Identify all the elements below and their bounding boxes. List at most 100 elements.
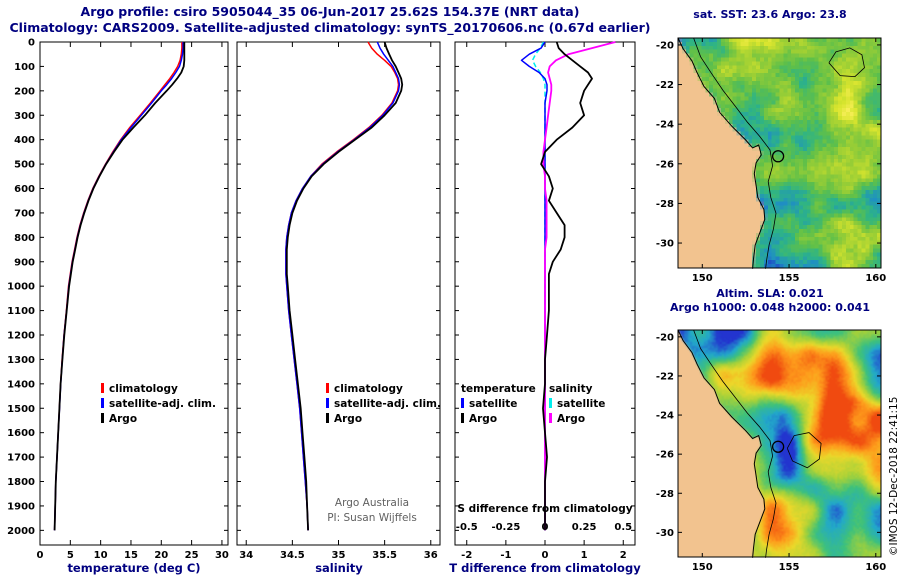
- svg-text:900: 900: [14, 257, 35, 268]
- svg-text:-28: -28: [656, 489, 674, 500]
- svg-text:0: 0: [28, 38, 35, 49]
- legend-temperature-panel: climatology satellite-adj. clim. Argo: [101, 382, 216, 427]
- attribution-pi: PI: Susan Wijffels: [327, 512, 417, 524]
- legend-label: satellite-adj. clim.: [109, 398, 216, 410]
- legend-item-climatology: climatology: [326, 382, 441, 397]
- svg-text:-22: -22: [656, 371, 674, 382]
- svg-text:34.5: 34.5: [280, 550, 305, 561]
- satellite-adj-clim-line-swatch: [326, 398, 329, 408]
- svg-text:200: 200: [14, 86, 35, 97]
- legend-item-argo-s: Argo: [549, 412, 605, 427]
- legend-label: satellite-adj. clim.: [334, 398, 441, 410]
- svg-text:0: 0: [37, 550, 44, 561]
- map-overlays-svg: 150 155 160 -20 -22 -24 -26 -28 -30 150 155 160 -20 -…: [656, 37, 886, 573]
- svg-text:150: 150: [692, 273, 713, 284]
- sst-map-title: sat. SST: 23.6 Argo: 23.8: [693, 8, 847, 21]
- legend-header-temperature: temperature: [461, 383, 536, 395]
- svg-text:700: 700: [14, 208, 35, 219]
- argo-s-line-swatch: [549, 413, 552, 423]
- svg-text:1400: 1400: [7, 379, 35, 390]
- svg-text:160: 160: [865, 562, 886, 573]
- svg-text:10: 10: [94, 550, 108, 561]
- svg-text:-28: -28: [656, 199, 674, 210]
- s-difference-axis-label: S difference from climatology: [457, 503, 633, 515]
- svg-text:-20: -20: [656, 332, 674, 343]
- svg-text:1500: 1500: [7, 404, 35, 415]
- svg-text:500: 500: [14, 160, 35, 171]
- legend-item-argo: Argo: [101, 412, 216, 427]
- climatology-line-swatch: [101, 383, 104, 393]
- svg-text:5: 5: [67, 550, 74, 561]
- svg-text:155: 155: [779, 562, 800, 573]
- argo-t-line-swatch: [461, 413, 464, 423]
- temperature-axis-label: temperature (deg C): [67, 561, 201, 575]
- svg-text:35.5: 35.5: [372, 550, 397, 561]
- legend-difference-salinity: salinity satellite Argo: [549, 382, 605, 427]
- svg-text:1300: 1300: [7, 355, 35, 366]
- legend-label: Argo: [334, 413, 363, 425]
- svg-text:1900: 1900: [7, 501, 35, 512]
- legend-label: Argo: [557, 413, 586, 425]
- svg-text:400: 400: [14, 135, 35, 146]
- svg-text:-26: -26: [656, 450, 674, 461]
- svg-text:1700: 1700: [7, 453, 35, 464]
- svg-text:300: 300: [14, 111, 35, 122]
- svg-text:-1: -1: [500, 550, 511, 561]
- legend-item-argo: Argo: [326, 412, 441, 427]
- svg-text:36: 36: [424, 550, 438, 561]
- climatology-line-swatch: [326, 383, 329, 393]
- svg-text:20: 20: [154, 550, 168, 561]
- svg-text:0: 0: [542, 550, 549, 561]
- svg-text:0.5: 0.5: [614, 522, 632, 533]
- legend-header-salinity: salinity: [549, 383, 593, 395]
- svg-text:15: 15: [124, 550, 138, 561]
- svg-text:25: 25: [185, 550, 199, 561]
- svg-text:0.25: 0.25: [572, 522, 597, 533]
- svg-text:-24: -24: [656, 411, 674, 422]
- svg-text:30: 30: [215, 550, 229, 561]
- svg-text:-24: -24: [656, 120, 674, 131]
- svg-text:-30: -30: [656, 239, 674, 250]
- legend-label: Argo: [469, 413, 498, 425]
- satellite-adj-clim-line-swatch: [101, 398, 104, 408]
- title-line-2: Climatology: CARS2009. Satellite-adjuste…: [9, 20, 651, 35]
- svg-text:-20: -20: [656, 40, 674, 51]
- sla-map-image: [678, 330, 881, 557]
- attribution-argo-australia: Argo Australia: [334, 497, 410, 509]
- svg-text:1000: 1000: [7, 282, 35, 293]
- legend-item-satellite-t: satellite: [461, 397, 536, 412]
- argo-line-swatch: [101, 413, 104, 423]
- svg-text:-0.25: -0.25: [491, 522, 520, 533]
- svg-text:-22: -22: [656, 80, 674, 91]
- argo-line-swatch: [326, 413, 329, 423]
- svg-text:-0.5: -0.5: [456, 522, 478, 533]
- svg-text:1200: 1200: [7, 331, 35, 342]
- svg-text:1100: 1100: [7, 306, 35, 317]
- legend-label: satellite: [469, 398, 518, 410]
- svg-text:2: 2: [620, 550, 627, 561]
- svg-text:1800: 1800: [7, 477, 35, 488]
- legend-item-satellite-adj-clim: satellite-adj. clim.: [326, 397, 441, 412]
- profile-panels-svg: 0 5 10 15 20 25 300100200300400500600700800900…: [7, 38, 636, 561]
- svg-text:2000: 2000: [7, 526, 35, 537]
- copyright-text: ©IMOS 12-Dec-2018 22:41:15: [888, 396, 900, 556]
- svg-text:-30: -30: [656, 528, 674, 539]
- legend-item-satellite-s: satellite: [549, 397, 605, 412]
- svg-text:100: 100: [14, 62, 35, 73]
- legend-label: climatology: [109, 383, 178, 395]
- salinity-axis-label: salinity: [315, 561, 363, 575]
- svg-text:35: 35: [332, 550, 346, 561]
- legend-item-climatology: climatology: [101, 382, 216, 397]
- sla-map-title-line1: Altim. SLA: 0.021: [716, 287, 824, 300]
- svg-text:-2: -2: [461, 550, 472, 561]
- svg-text:160: 160: [865, 273, 886, 284]
- legend-label: Argo: [109, 413, 138, 425]
- legend-label: climatology: [334, 383, 403, 395]
- t-difference-axis-label: T difference from climatology: [449, 561, 641, 575]
- satellite-s-line-swatch: [549, 398, 552, 408]
- svg-text:1600: 1600: [7, 428, 35, 439]
- svg-text:150: 150: [692, 562, 713, 573]
- sla-map-title-line2: Argo h1000: 0.048 h2000: 0.041: [670, 301, 870, 314]
- svg-text:-26: -26: [656, 159, 674, 170]
